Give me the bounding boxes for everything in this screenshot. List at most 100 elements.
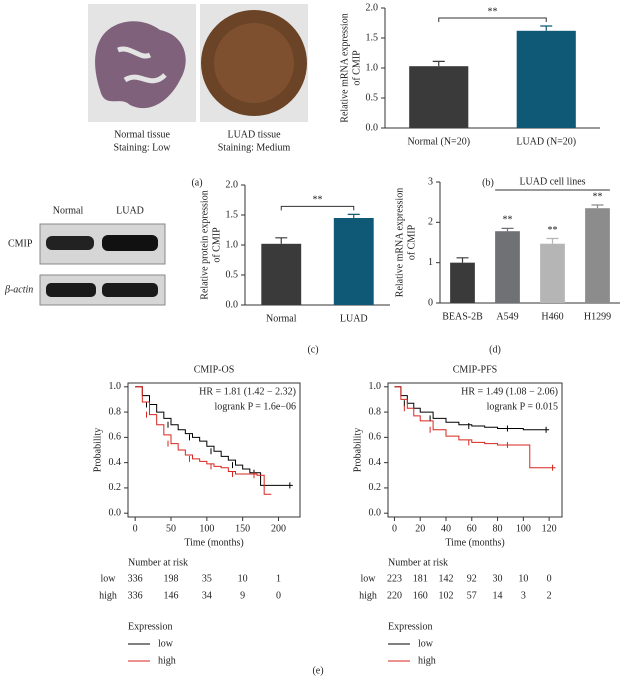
- bar: [450, 262, 475, 303]
- y-axis-label: of CMIP: [351, 50, 362, 86]
- plot-frame: [387, 382, 563, 518]
- risk-value: 336: [128, 590, 143, 601]
- y-axis-label: of CMIP: [406, 224, 417, 260]
- blot-row: CMIP: [8, 238, 33, 249]
- risk-value: 102: [439, 590, 454, 601]
- significance-bracket: [280, 205, 355, 211]
- x-tick-label: 80: [493, 523, 503, 534]
- annotation: logrank P = 1.6e−06: [215, 401, 296, 412]
- error-bar: [540, 25, 553, 31]
- y-tick-label: 0: [428, 297, 433, 308]
- legend-label: low: [418, 638, 434, 649]
- bar: [333, 218, 374, 305]
- tissue-staining: Staining: Medium: [218, 142, 291, 153]
- legend-label: low: [158, 638, 174, 649]
- error-bar: [456, 257, 469, 263]
- risk-value: 92: [467, 573, 477, 584]
- group-label: LUAD cell lines: [519, 176, 585, 187]
- y-tick-label: 0.0: [369, 508, 382, 519]
- blot-band: [102, 283, 158, 297]
- x-tick-label: 60: [467, 523, 477, 534]
- y-tick-label: 0.5: [226, 269, 239, 280]
- y-tick-label: 0.0: [109, 508, 122, 519]
- blot-band: [46, 236, 94, 250]
- risk-value: 160: [413, 590, 428, 601]
- x-tick-label: 200: [271, 523, 286, 534]
- panel-label: (b): [482, 177, 494, 188]
- risk-value: 0: [276, 590, 281, 601]
- x-axis-label: Time (months): [445, 537, 504, 548]
- risk-value: 2: [547, 590, 552, 601]
- x-tick-label: A549: [496, 311, 518, 322]
- y-tick-label: 2.0: [226, 179, 239, 190]
- plot-frame: [127, 382, 301, 518]
- bar: [540, 243, 565, 303]
- x-tick-label: Normal (N=20): [407, 136, 470, 147]
- error-bar: [347, 213, 360, 218]
- bar: [585, 208, 610, 303]
- survival-curve: [394, 386, 550, 431]
- risk-table-title: Number at risk: [388, 557, 448, 568]
- tissue-normal: [95, 21, 186, 109]
- y-tick-label: 0.2: [369, 482, 382, 493]
- y-tick-label: 0.5: [366, 92, 379, 103]
- risk-value: 3: [521, 590, 526, 601]
- bar: [495, 231, 520, 303]
- y-tick-label: 0.8: [109, 406, 122, 417]
- y-tick-label: 0.0: [366, 122, 379, 133]
- risk-value: 146: [164, 590, 179, 601]
- risk-table-title: Number at risk: [128, 557, 188, 568]
- survival-curve: [394, 386, 556, 469]
- x-tick-label: 40: [441, 523, 451, 534]
- y-tick-label: 1.0: [226, 239, 239, 250]
- x-tick-label: LUAD: [340, 313, 368, 324]
- risk-value: 57: [467, 590, 477, 601]
- error-bar: [546, 237, 559, 244]
- x-tick-label: 120: [542, 523, 557, 534]
- y-tick-label: 0.4: [369, 457, 382, 468]
- significance-label: **: [313, 195, 323, 206]
- legend-title: Expression: [388, 621, 432, 632]
- significance-bracket: [438, 17, 547, 22]
- x-tick-label: 100: [516, 523, 531, 534]
- error-bar: [501, 227, 514, 232]
- blot-row: β-actin: [4, 284, 33, 295]
- annotation: HR = 1.81 (1.42 − 2.32): [199, 386, 296, 397]
- bar: [261, 243, 302, 305]
- x-tick-label: 0: [133, 523, 138, 534]
- x-tick-label: Normal: [266, 313, 297, 324]
- tissue-gap: [117, 46, 167, 84]
- tissue-staining: Staining: Low: [114, 142, 172, 153]
- risk-value: 181: [413, 573, 428, 584]
- risk-value: 223: [387, 573, 402, 584]
- risk-row-name: high: [99, 590, 117, 601]
- bar: [409, 66, 469, 128]
- y-tick-label: 1: [428, 257, 433, 268]
- x-tick-label: 0: [392, 523, 397, 534]
- x-tick-label: BEAS-2B: [442, 311, 483, 322]
- risk-value: 220: [387, 590, 402, 601]
- significance-label: **: [488, 6, 498, 17]
- risk-value: 30: [493, 573, 503, 584]
- significance-label: **: [593, 191, 603, 202]
- y-tick-label: 0.0: [226, 299, 239, 310]
- y-tick-label: 0.2: [109, 482, 122, 493]
- x-axis-label: Time (months): [184, 537, 243, 548]
- y-tick-label: 1.0: [366, 62, 379, 73]
- risk-value: 142: [439, 573, 454, 584]
- y-tick-label: 2: [428, 217, 433, 228]
- panel-label: (a): [191, 177, 202, 188]
- risk-value: 10: [518, 573, 528, 584]
- annotation: logrank P = 0.015: [487, 401, 558, 412]
- risk-value: 35: [202, 573, 212, 584]
- tissue-luad-texture: [214, 23, 294, 103]
- y-tick-label: 3: [428, 176, 433, 187]
- risk-value: 9: [240, 590, 245, 601]
- y-tick-label: 2.0: [366, 2, 379, 13]
- panel-label: (e): [312, 665, 323, 676]
- y-axis-label: Probability: [92, 428, 103, 472]
- legend-label: high: [418, 655, 436, 666]
- y-axis-label: Relative mRNA expression: [394, 188, 405, 297]
- panel-label: (c): [307, 344, 318, 355]
